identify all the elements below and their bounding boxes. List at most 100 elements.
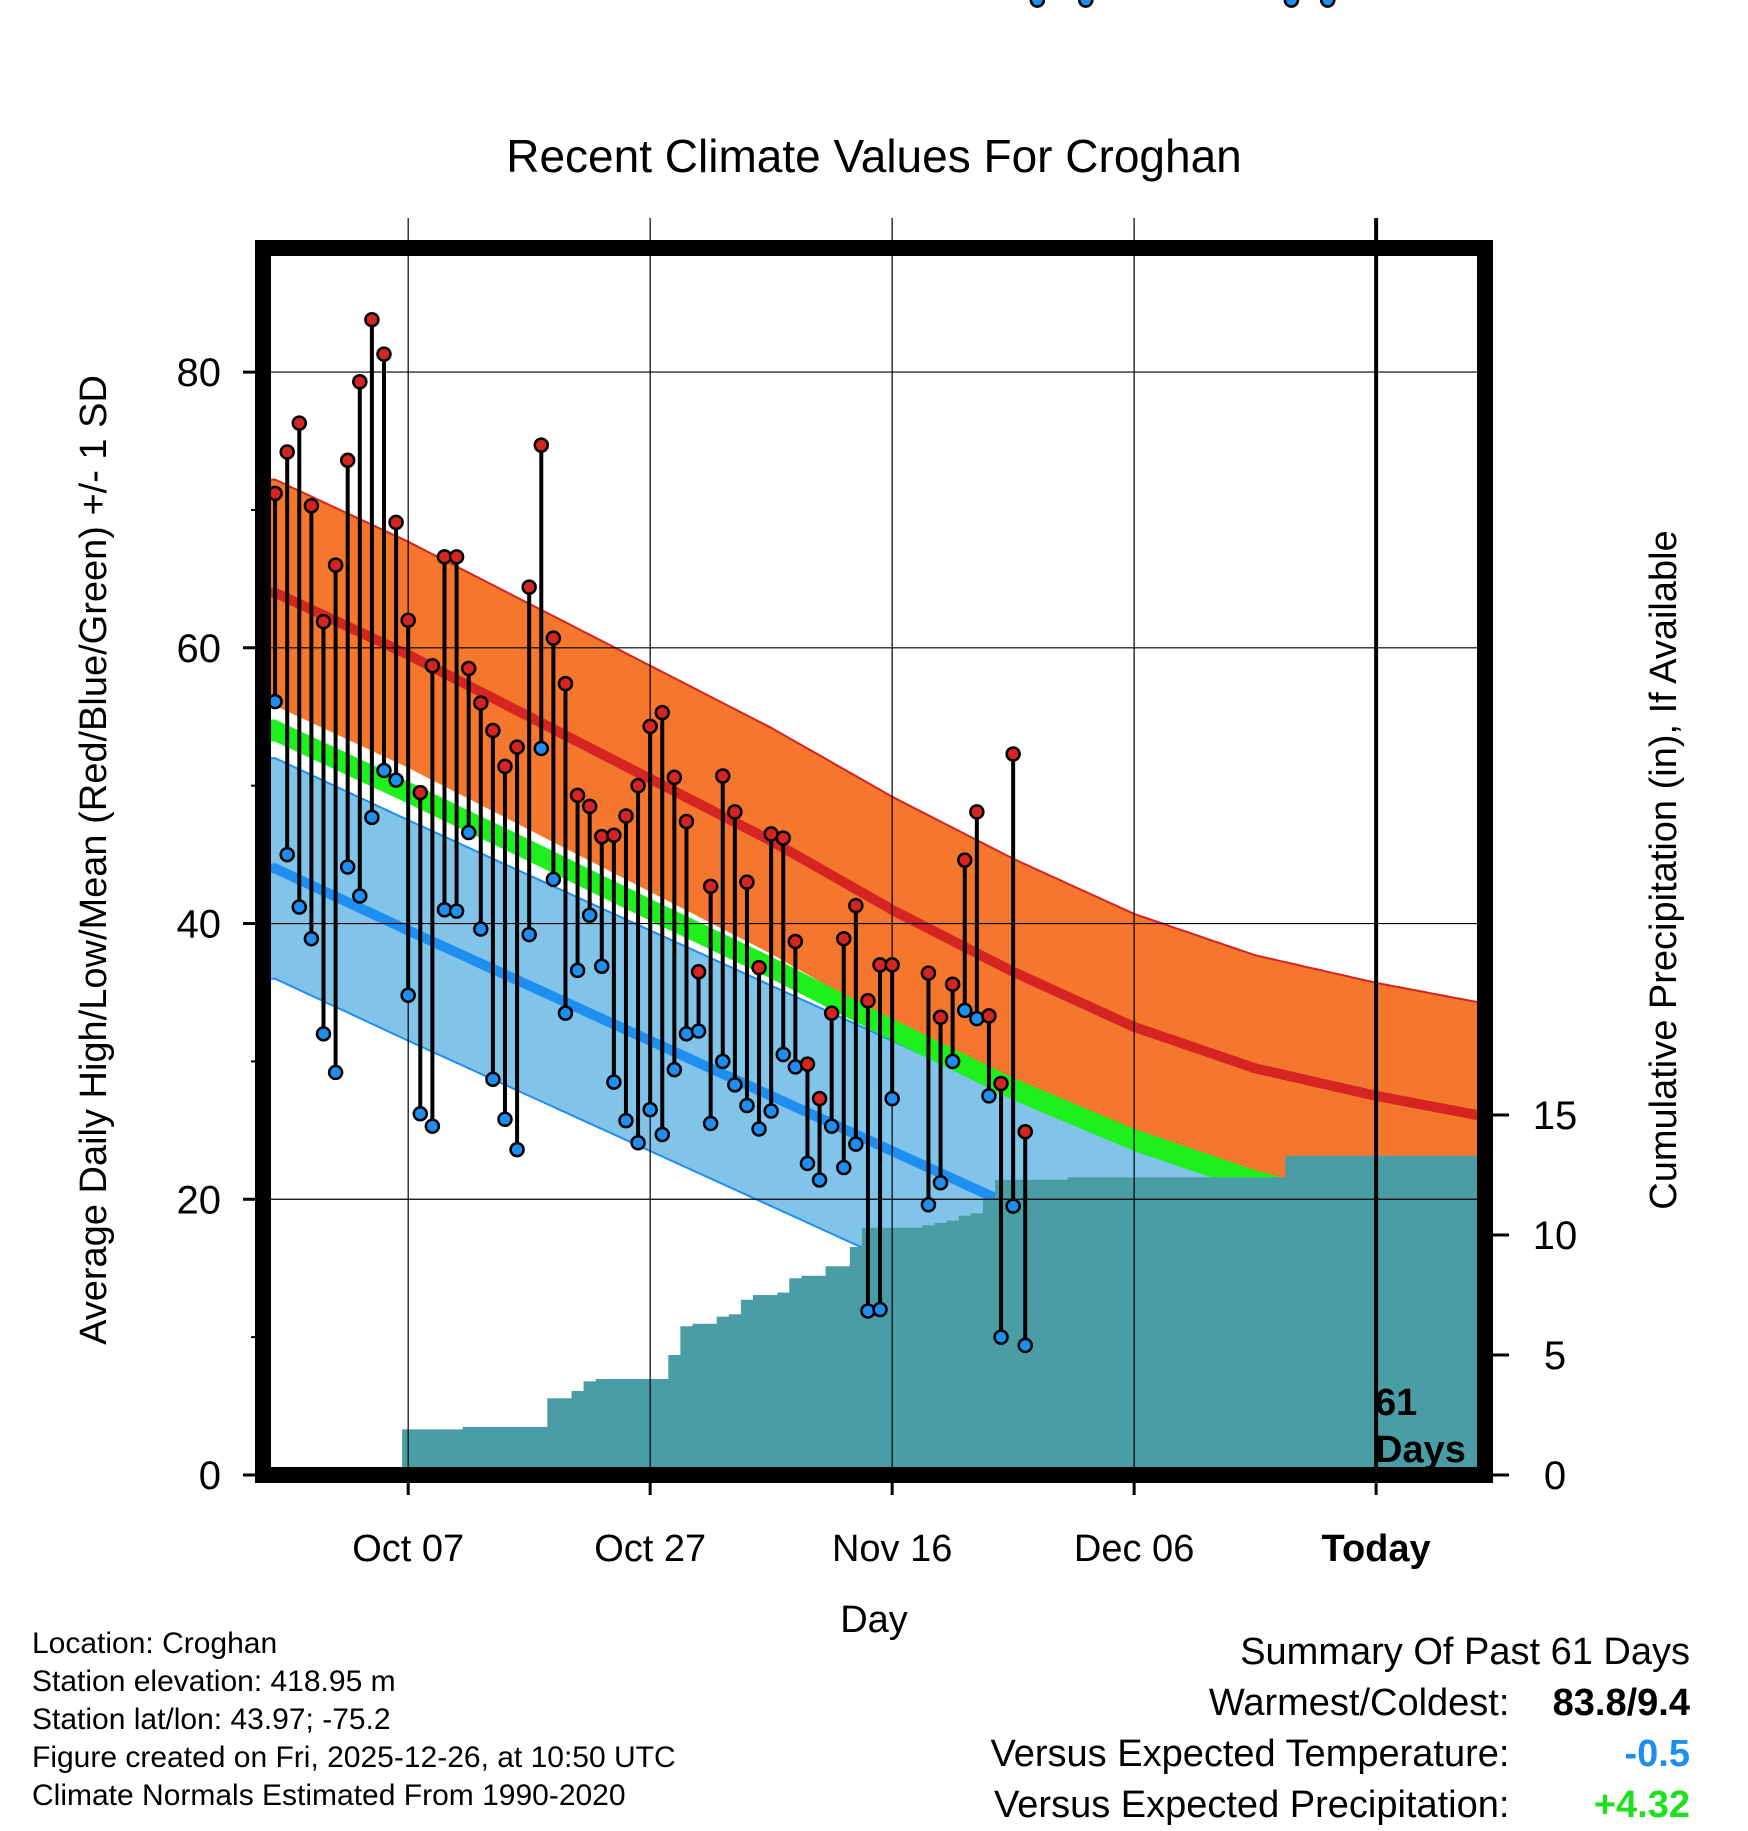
high-point — [618, 808, 634, 824]
high-point — [690, 964, 707, 980]
low-point — [993, 1329, 1009, 1345]
low-point — [569, 962, 586, 979]
grid-lines — [263, 218, 1485, 1475]
high-point — [727, 804, 743, 820]
high-point — [279, 444, 295, 460]
low-point — [388, 772, 404, 788]
low-point — [702, 1115, 719, 1132]
low-point — [836, 1159, 852, 1176]
low-point — [1005, 1198, 1021, 1214]
high-point — [811, 1090, 828, 1107]
high-point — [303, 498, 320, 514]
high-point — [702, 878, 719, 895]
summary-warmest-row: Warmest/Coldest: 83.8/9.4 — [991, 1678, 1690, 1729]
low-point — [376, 762, 392, 779]
low-point — [364, 809, 380, 826]
low-point — [352, 888, 368, 904]
low-point — [509, 1141, 525, 1158]
high-point — [473, 695, 489, 711]
high-point — [460, 660, 477, 677]
y-tick-label: 60 — [177, 627, 222, 671]
low-point — [521, 926, 537, 943]
high-point — [715, 768, 731, 784]
low-point — [606, 1074, 622, 1090]
high-point — [557, 675, 574, 692]
high-point — [412, 784, 429, 801]
low-point — [339, 859, 356, 875]
low-point — [291, 899, 308, 915]
precip-area — [390, 1155, 1491, 1475]
y-axis-label-right: Cumulative Precipitation (in), If Availa… — [1643, 530, 1685, 1209]
low-point — [848, 1136, 864, 1152]
high-point — [678, 813, 695, 830]
high-point — [485, 722, 501, 739]
low-point — [763, 1103, 779, 1119]
low-point — [787, 1059, 804, 1075]
high-point — [364, 311, 380, 328]
high-point — [1005, 746, 1021, 762]
x-tick-label: Today — [1322, 1528, 1431, 1570]
high-point — [352, 373, 368, 390]
high-point — [642, 718, 658, 735]
high-point — [654, 704, 671, 721]
low-point — [932, 1174, 949, 1191]
low-point — [956, 1002, 973, 1019]
high-point — [327, 557, 344, 573]
low-point — [823, 1118, 840, 1134]
temp-value: -0.5 — [1624, 1733, 1690, 1775]
low-point — [630, 1134, 646, 1151]
low-point — [424, 1118, 441, 1134]
low-point — [969, 1010, 985, 1027]
low-point — [533, 740, 550, 757]
high-point — [569, 787, 586, 804]
high-point — [533, 437, 550, 453]
y-tick-label: 0 — [199, 1454, 221, 1498]
warmest-label: Warmest/Coldest: — [1208, 1682, 1510, 1724]
low-point — [303, 930, 320, 947]
low-point — [811, 1172, 828, 1188]
low-point — [485, 1071, 501, 1088]
low-point — [799, 1155, 816, 1172]
high-point — [521, 579, 537, 595]
low-point — [581, 907, 598, 924]
low-point — [1283, 0, 1300, 8]
low-point — [690, 1023, 707, 1039]
high-point — [836, 930, 852, 947]
y-tick-label: 20 — [177, 1178, 222, 1222]
low-point — [944, 1053, 961, 1070]
created-text: Figure created on Fri, 2025-12-26, at 10… — [32, 1741, 676, 1774]
plot-frame — [255, 240, 1493, 1483]
y-right-tick-label: 0 — [1544, 1454, 1566, 1498]
high-point — [509, 739, 525, 755]
high-point — [424, 657, 441, 674]
station-info: Location: Croghan Station elevation: 418… — [32, 1625, 676, 1815]
low-point — [473, 921, 489, 937]
latlon-text: Station lat/lon: 43.97; -75.2 — [32, 1703, 391, 1736]
axes: 0 20 40 60 80 0 5 10 15 Oct 07 Oct 27 Nov 16 Dec 06 T… — [177, 240, 1578, 1570]
daily-range-bars — [267, 0, 1336, 1354]
high-point — [799, 1056, 816, 1072]
precip-value: +4.32 — [1593, 1784, 1690, 1826]
y-axis-label: Average Daily High/Low/Mean (Red/Blue/Gr… — [73, 375, 115, 1345]
high-point — [956, 852, 973, 868]
high-upper-edge — [263, 478, 1486, 1005]
y-tick-label: 80 — [177, 351, 222, 395]
high-point — [315, 613, 332, 630]
normals-text: Climate Normals Estimated From 1990-2020 — [32, 1779, 626, 1812]
y-right-tick-label: 15 — [1533, 1094, 1578, 1138]
high-point — [388, 514, 404, 531]
x-axis-label: Day — [840, 1599, 908, 1641]
high-point — [944, 976, 961, 992]
x-tick-label: Nov 16 — [832, 1528, 952, 1570]
low-point — [1077, 0, 1094, 8]
high-point — [848, 897, 864, 914]
high-point — [400, 612, 416, 628]
low-point — [642, 1101, 658, 1118]
high-point — [884, 957, 900, 973]
x-tick-label: Oct 27 — [594, 1528, 706, 1570]
high-point — [497, 758, 513, 775]
high-point — [932, 1009, 949, 1026]
high-point — [376, 346, 392, 362]
high-point — [920, 965, 937, 981]
low-point — [981, 1088, 997, 1104]
